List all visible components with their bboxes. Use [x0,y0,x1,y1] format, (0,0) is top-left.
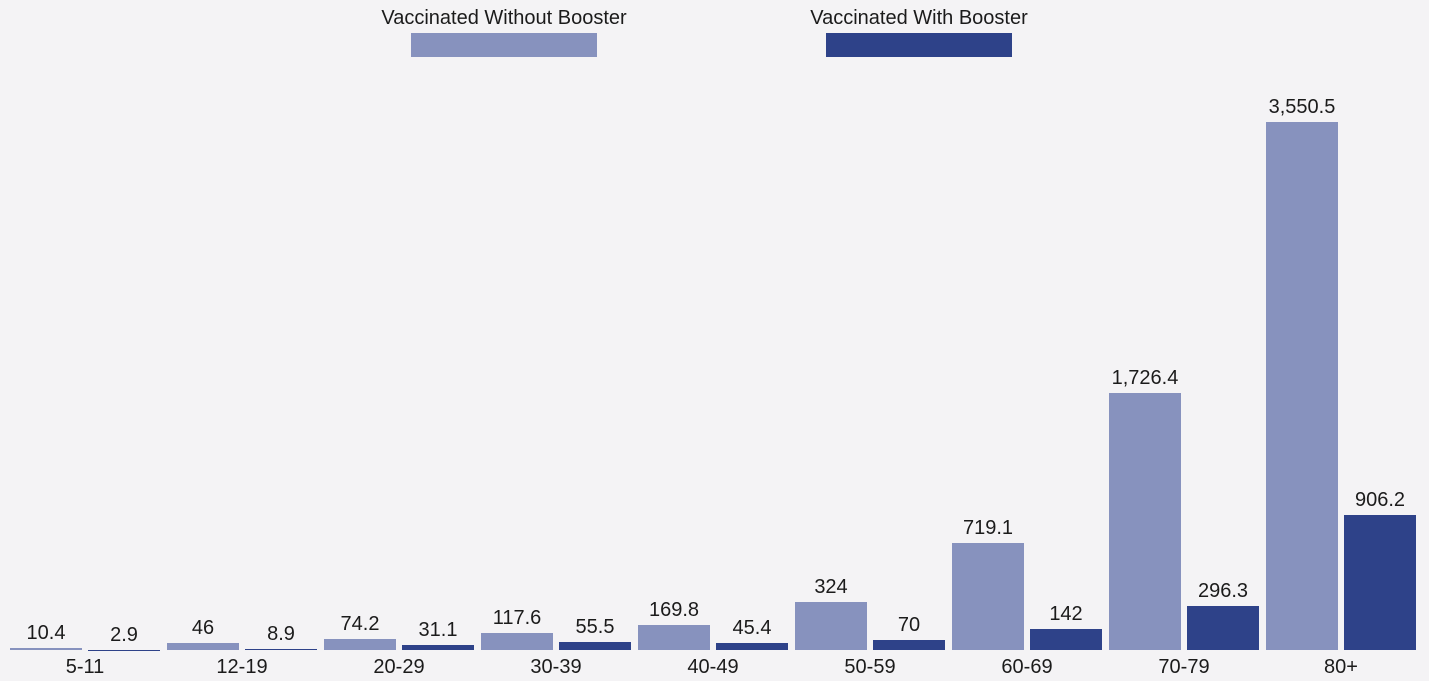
bar-with-booster [873,639,945,650]
bar-value-label: 117.6 [492,606,542,629]
bar-value-label: 10.4 [26,622,66,645]
bar-value-label: 142 [1049,602,1083,625]
x-axis-label: 30-39 [530,656,582,678]
legend-item-without-booster: Vaccinated Without Booster [354,6,654,57]
bar-value-label: 74.2 [340,612,380,635]
bar-with-booster [1030,628,1102,650]
bar-with-booster [402,645,474,650]
bar-value-label: 1,726.4 [1111,367,1179,390]
bar-value-label: 46 [191,617,215,640]
bar-value-label: 169.8 [648,598,700,621]
legend-label-without-booster: Vaccinated Without Booster [381,7,627,29]
bar-without-booster [1109,393,1181,650]
x-axis-label: 70-79 [1158,656,1210,678]
legend-swatch-without-booster [411,33,597,57]
bar-value-label: 3,550.5 [1268,96,1336,118]
bar-value-label: 906.2 [1354,489,1406,512]
bar-with-booster [1344,515,1416,650]
x-axis-label: 5-11 [65,656,105,678]
x-axis-label: 20-29 [373,656,425,678]
bar-without-booster [638,624,710,650]
x-axis-label: 40-49 [687,656,739,678]
bar-value-label: 45.4 [732,617,772,640]
bar-without-booster [481,632,553,650]
x-axis-label: 80+ [1324,656,1358,678]
bar-without-booster [952,543,1024,650]
legend-label-with-booster: Vaccinated With Booster [810,7,1028,29]
bar-with-booster [1187,605,1259,650]
x-axis-label: 50-59 [844,656,896,678]
bar-value-label: 296.3 [1197,579,1249,602]
legend-swatch-with-booster [826,33,1012,57]
bar-without-booster [1266,122,1338,650]
bar-with-booster [716,643,788,650]
bar-without-booster [795,601,867,650]
x-axis-label: 60-69 [1001,656,1053,678]
bar-value-label: 324 [814,575,848,598]
bar-value-label: 70 [897,613,921,636]
bar-value-label: 8.9 [267,622,295,645]
bar-with-booster [245,648,317,650]
bar-value-label: 719.1 [962,517,1014,540]
bar-with-booster [559,641,631,650]
bar-without-booster [167,643,239,650]
bar-without-booster [10,648,82,650]
bar-value-label: 55.5 [575,615,615,638]
bar-value-label: 31.1 [418,619,458,642]
x-axis-label: 12-19 [216,656,268,678]
bar-without-booster [324,638,396,650]
bar-value-label: 2.9 [110,623,138,646]
legend-item-with-booster: Vaccinated With Booster [769,6,1069,57]
